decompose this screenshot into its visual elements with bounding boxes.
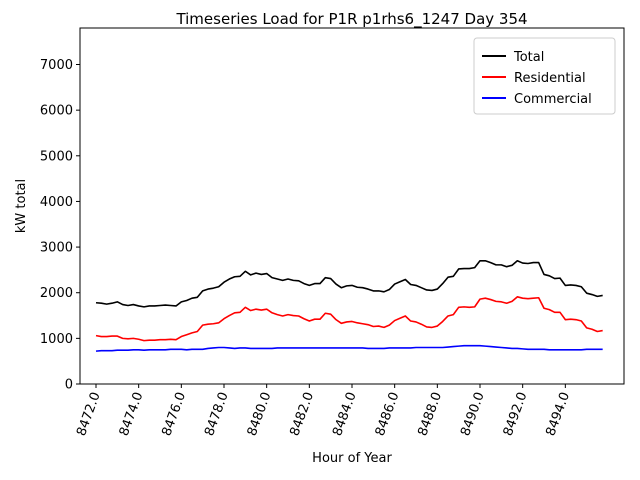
series-line-residential (95, 296, 603, 342)
y-tick-label: 3000 (40, 241, 73, 256)
y-tick-label: 4000 (40, 195, 73, 210)
legend-label-commercial: Commercial (514, 92, 592, 107)
x-tick-label: 8474.0 (117, 390, 147, 438)
x-tick-label: 8484.0 (330, 390, 360, 438)
x-tick-label: 8486.0 (373, 390, 403, 438)
legend: Total Residential Commercial (473, 37, 616, 115)
y-axis: 0 1000 2000 3000 4000 5000 6000 7000 (40, 58, 80, 393)
series-line-total (95, 259, 603, 308)
x-tick-label: 8490.0 (458, 390, 488, 438)
x-tick-label: 8492.0 (501, 390, 531, 438)
y-tick-label: 2000 (40, 286, 73, 301)
legend-label-residential: Residential (514, 71, 586, 86)
y-tick-label: 1000 (40, 332, 73, 347)
y-tick-label: 6000 (40, 104, 73, 119)
y-axis-label: kW total (14, 179, 29, 233)
x-tick-label: 8478.0 (202, 390, 232, 438)
x-tick-label: 8476.0 (159, 390, 189, 438)
legend-box (473, 37, 616, 115)
chart-title: Timeseries Load for P1R p1rhs6_1247 Day … (175, 10, 527, 29)
series-line-commercial (95, 344, 603, 352)
y-tick-label: 0 (65, 378, 73, 393)
x-tick-label: 8494.0 (543, 390, 573, 438)
legend-label-total: Total (513, 50, 544, 65)
y-tick-label: 7000 (40, 58, 73, 73)
x-tick-label: 8472.0 (74, 390, 104, 438)
y-tick-label: 5000 (40, 149, 73, 164)
x-axis: 8472.0 8474.0 8476.0 8478.0 8480.0 8482.0 8484… (74, 384, 573, 438)
x-tick-label: 8480.0 (245, 390, 275, 438)
x-axis-label: Hour of Year (312, 451, 392, 466)
x-tick-label: 8488.0 (415, 390, 445, 438)
x-tick-label: 8482.0 (287, 390, 317, 438)
series-layer (95, 259, 603, 352)
